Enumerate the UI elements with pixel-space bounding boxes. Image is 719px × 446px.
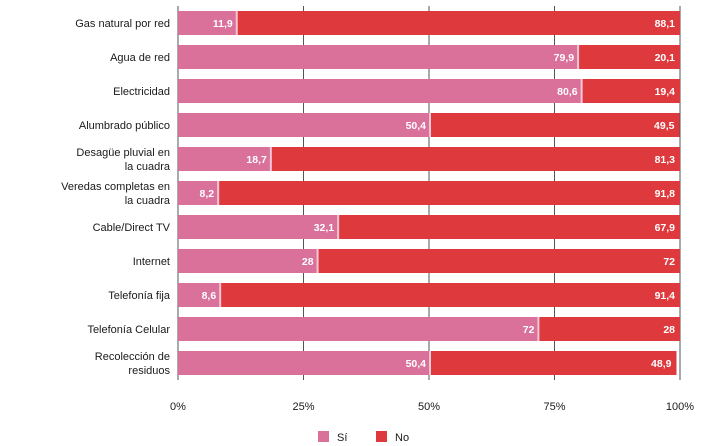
bar-si — [178, 11, 238, 35]
bar-label-si: 28 — [302, 256, 314, 268]
bar-no — [219, 181, 680, 205]
bar-label-si: 8,6 — [202, 290, 217, 302]
bar-no — [582, 79, 680, 103]
x-tick-label: 100% — [666, 401, 694, 413]
category-label: Desagüe pluvial en la cuadra — [76, 147, 170, 173]
bar-si — [178, 283, 222, 307]
bar-label-si: 50,4 — [406, 120, 427, 132]
legend: Sí No — [318, 431, 409, 444]
x-tick-label: 25% — [292, 401, 314, 413]
bar-label-no: 88,1 — [655, 18, 676, 30]
x-tick-label: 75% — [543, 401, 565, 413]
bar-label-si: 8,2 — [200, 188, 215, 200]
category-label: Telefonía Celular — [87, 324, 170, 336]
bar-si — [178, 249, 319, 273]
category-label: Cable/Direct TV — [93, 222, 171, 234]
x-axis-ticks: 0% 25% 50% 75% 100% — [170, 401, 694, 413]
bar-label-si: 72 — [523, 324, 535, 336]
bar-label-si: 80,6 — [557, 86, 578, 98]
bar-label-no: 72 — [663, 256, 675, 268]
bar-no — [539, 317, 680, 341]
bar-no — [271, 147, 680, 171]
legend-label-no: No — [395, 432, 409, 444]
bar-label-no: 91,4 — [655, 290, 676, 302]
bar-si — [178, 351, 432, 375]
category-label: Alumbrado público — [79, 120, 170, 132]
bar-no — [221, 283, 680, 307]
legend-swatch-no — [376, 431, 387, 442]
bar-label-no: 91,8 — [655, 188, 676, 200]
bar-label-no: 49,5 — [654, 120, 675, 132]
category-label: Gas natural por red — [75, 18, 170, 30]
bar-no — [431, 113, 680, 137]
category-label: Internet — [133, 256, 170, 268]
bar-label-si: 32,1 — [314, 222, 335, 234]
category-label: Electricidad — [113, 86, 170, 98]
bar-si — [178, 317, 540, 341]
bar-label-no: 19,4 — [655, 86, 676, 98]
legend-swatch-si — [318, 431, 329, 442]
category-labels: Gas natural por red Agua de red Electricid… — [61, 18, 171, 377]
bar-no — [318, 249, 680, 273]
bar-no — [237, 11, 680, 35]
category-label: Agua de red — [110, 52, 170, 64]
bars: 11,9 88,1 79,9 20,1 80,6 19,4 50,4 49,5 18,7 81,3… — [178, 11, 680, 375]
bar-label-si: 11,9 — [213, 18, 233, 30]
bar-label-no: 48,9 — [651, 358, 672, 370]
x-tick-label: 50% — [418, 401, 440, 413]
bar-label-no: 28 — [663, 324, 675, 336]
bar-label-si: 79,9 — [554, 52, 575, 64]
category-label: Telefonía fija — [108, 290, 171, 302]
legend-label-si: Sí — [337, 432, 347, 444]
category-label: Veredas completas en la cuadra — [61, 181, 171, 207]
bar-label-no: 81,3 — [655, 154, 676, 166]
bar-label-no: 67,9 — [655, 222, 676, 234]
x-tick-label: 0% — [170, 401, 186, 413]
bar-si — [178, 79, 583, 103]
bar-si — [178, 113, 432, 137]
bar-si — [178, 147, 272, 171]
bar-no — [579, 45, 680, 69]
bar-no — [339, 215, 680, 239]
category-label: Recolección de residuos — [95, 351, 171, 377]
bar-label-no: 20,1 — [655, 52, 676, 64]
bar-si — [178, 45, 580, 69]
bar-si — [178, 215, 340, 239]
bar-label-si: 50,4 — [406, 358, 427, 370]
bar-si — [178, 181, 220, 205]
bar-no — [431, 351, 677, 375]
bar-label-si: 18,7 — [246, 154, 267, 166]
